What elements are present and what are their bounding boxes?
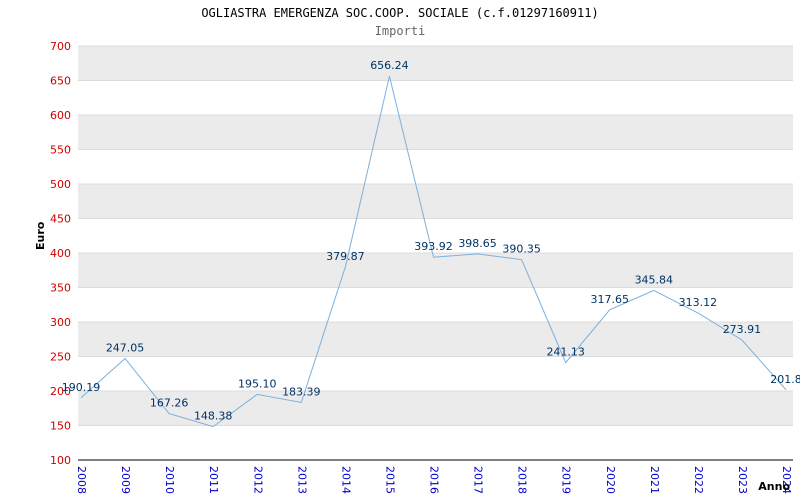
y-tick-labels: 100 150 200 250 300 350 400 450 500 550 600 650 700	[50, 40, 71, 467]
x-tick-2024[interactable]: 2024	[780, 466, 793, 494]
point-label-2017: 398.65	[458, 237, 497, 250]
y-tick-400: 400	[50, 247, 71, 260]
point-label-2019: 241.13	[546, 346, 585, 359]
x-tick-2022[interactable]: 2022	[692, 466, 705, 494]
y-tick-600: 600	[50, 109, 71, 122]
y-tick-300: 300	[50, 316, 71, 329]
point-label-2020: 317.65	[591, 293, 630, 306]
x-tick-2009[interactable]: 2009	[119, 466, 132, 494]
x-tick-2011[interactable]: 2011	[207, 466, 220, 494]
point-label-2021: 345.84	[635, 273, 674, 286]
point-label-2015: 656.24	[370, 59, 409, 72]
x-tick-2023[interactable]: 2023	[736, 466, 749, 494]
x-tick-2020[interactable]: 2020	[604, 466, 617, 494]
x-axis-title: Anno	[758, 480, 790, 493]
y-tick-550: 550	[50, 144, 71, 157]
y-tick-100: 100	[50, 454, 71, 467]
point-label-2009: 247.05	[106, 342, 145, 355]
x-tick-2021[interactable]: 2021	[648, 466, 661, 494]
plot-bands	[78, 46, 793, 460]
point-label-2014: 379.87	[326, 250, 365, 263]
x-tick-2019[interactable]: 2019	[560, 466, 573, 494]
point-label-2010: 167.26	[150, 397, 189, 410]
point-label-2022: 313.12	[679, 296, 718, 309]
x-tick-2013[interactable]: 2013	[295, 466, 308, 494]
point-label-2016: 393.92	[414, 240, 453, 253]
x-tick-2017[interactable]: 2017	[472, 466, 485, 494]
x-tick-labels: 2008 2009 2010 2011 2012 2013 2014 2015 2016 2017…	[75, 466, 793, 494]
x-tick-2018[interactable]: 2018	[516, 466, 529, 494]
point-label-2011: 148.38	[194, 410, 233, 423]
point-label-2023: 273.91	[723, 323, 762, 336]
y-tick-200: 200	[50, 385, 71, 398]
x-tick-2008[interactable]: 2008	[75, 466, 88, 494]
y-tick-250: 250	[50, 351, 71, 364]
x-tick-2016[interactable]: 2016	[428, 466, 441, 494]
x-tick-2010[interactable]: 2010	[163, 466, 176, 494]
y-tick-450: 450	[50, 213, 71, 226]
y-tick-500: 500	[50, 178, 71, 191]
point-label-2008: 190.19	[62, 381, 101, 394]
point-labels: 190.19 247.05 167.26 148.38 195.10 183.39 379.…	[62, 59, 800, 422]
chart-subtitle: Importi	[374, 24, 426, 38]
x-tick-2012[interactable]: 2012	[251, 466, 264, 494]
point-label-2018: 390.35	[502, 243, 541, 256]
data-line	[80, 76, 787, 428]
point-label-2012: 195.10	[238, 377, 277, 390]
x-tick-2015[interactable]: 2015	[383, 466, 396, 494]
point-label-2024: 201.8	[770, 373, 800, 386]
y-tick-700: 700	[50, 40, 71, 53]
point-label-2013: 183.39	[282, 385, 321, 398]
y-tick-350: 350	[50, 282, 71, 295]
y-axis-title: Euro	[34, 221, 47, 250]
x-tick-2014[interactable]: 2014	[339, 466, 352, 494]
y-tick-150: 150	[50, 420, 71, 433]
y-tick-650: 650	[50, 75, 71, 88]
chart-title: OGLIASTRA EMERGENZA SOC.COOP. SOCIALE (c…	[201, 6, 599, 20]
